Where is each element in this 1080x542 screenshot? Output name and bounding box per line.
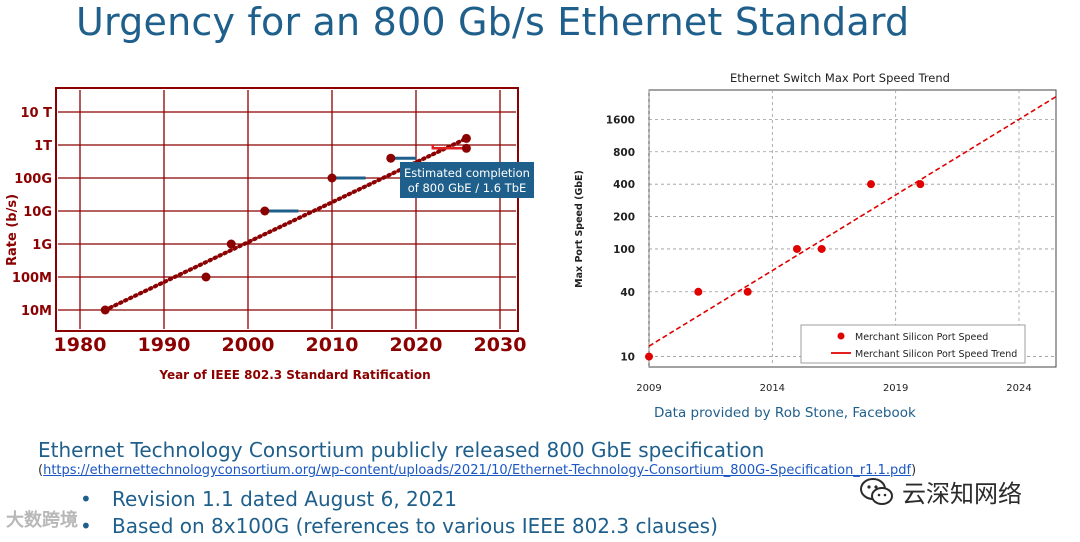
data-point <box>260 206 270 216</box>
y-tick-label: 10 <box>620 352 635 364</box>
y-tick-label: 10 T <box>21 106 53 121</box>
legend-box <box>800 324 1026 364</box>
link-close-paren: ) <box>911 463 917 478</box>
x-tick-label: 2024 <box>1006 383 1031 394</box>
data-point <box>743 287 752 296</box>
y-tick-label: 1G <box>32 238 52 253</box>
y-axis-label: Max Port Speed (GbE) <box>574 170 585 288</box>
y-tick-label: 100 <box>613 244 635 256</box>
x-tick-label: 2000 <box>222 334 275 356</box>
data-point <box>100 305 110 315</box>
slide-title: Urgency for an 800 Gb/s Ethernet Standar… <box>76 0 910 44</box>
data-point <box>461 133 471 143</box>
wechat-icon <box>860 477 893 505</box>
data-credit: Data provided by Rob Stone, Facebook <box>654 405 916 421</box>
x-tick-label: 1990 <box>138 334 191 356</box>
watermark-left: 大数跨境 <box>6 510 78 531</box>
data-point <box>645 352 653 361</box>
x-tick-label: 1980 <box>54 334 107 356</box>
y-tick-label: 1T <box>34 139 52 154</box>
x-tick-label: 2009 <box>636 383 661 394</box>
x-axis-label: Year of IEEE 802.3 Standard Ratification <box>158 368 430 382</box>
legend-label: Merchant Silicon Port Speed Trend <box>855 349 1017 360</box>
bullet-dot: • <box>80 487 92 511</box>
x-tick-label: 2019 <box>883 383 908 394</box>
data-point <box>226 239 236 249</box>
y-tick-label: 400 <box>613 179 635 191</box>
etc-release-note: Ethernet Technology Consortium publicly … <box>38 438 765 462</box>
left-rate-chart: 1980 1990 2000 2010 2020 2030 10M 100M 1G 10G 100G… <box>5 87 534 382</box>
watermark-right-text: 云深知网络 <box>902 480 1022 508</box>
etc-link-wrapper: (https://ethernettechnologyconsortium.or… <box>38 463 916 478</box>
data-point <box>867 180 875 189</box>
etc-spec-link[interactable]: https://ethernettechnologyconsortium.org… <box>43 463 912 478</box>
legend-label: Merchant Silicon Port Speed <box>855 332 988 343</box>
callout-line: Estimated completion <box>404 166 530 180</box>
legend-marker-points <box>837 332 845 340</box>
y-tick-label: 800 <box>613 147 635 159</box>
y-tick-label: 10G <box>23 205 52 220</box>
plot-frame <box>648 89 1057 368</box>
y-tick-label: 10M <box>21 304 52 319</box>
link-open-paren: ( <box>38 463 44 478</box>
bullet-dot: • <box>80 514 92 538</box>
data-point <box>461 143 471 153</box>
watermark-right: 云深知网络 <box>860 474 1022 509</box>
callout-line: of 800 GbE / 1.6 TbE <box>408 181 527 195</box>
chart-title: Ethernet Switch Max Port Speed Trend <box>730 71 950 85</box>
x-tick-label: 2010 <box>306 334 359 356</box>
future-step-segment <box>431 144 467 150</box>
x-tick-label: 2014 <box>760 383 785 394</box>
y-tick-label: 1600 <box>606 114 635 126</box>
x-tick-label: 2020 <box>390 334 443 356</box>
y-tick-label: 100G <box>14 172 52 187</box>
y-axis-label: Rate (b/s) <box>5 194 20 266</box>
x-tick-label: 2030 <box>474 334 527 356</box>
bullet-text: Revision 1.1 dated August 6, 2021 <box>112 487 457 511</box>
data-point <box>201 272 211 282</box>
y-tick-label: 200 <box>613 212 635 224</box>
data-point <box>793 244 801 253</box>
y-tick-label: 100M <box>12 271 52 286</box>
bullet-based-on: • Based on 8x100G (references to various … <box>80 514 718 538</box>
callout-box <box>400 162 534 198</box>
data-point <box>916 180 925 189</box>
bullet-revision: • Revision 1.1 dated August 6, 2021 <box>80 487 457 511</box>
data-point <box>817 244 826 253</box>
data-point <box>386 153 396 163</box>
right-port-speed-chart: Ethernet Switch Max Port Speed Trend 10 40… <box>574 71 1057 394</box>
data-point <box>327 173 337 183</box>
y-tick-label: 40 <box>620 287 635 299</box>
data-point <box>694 287 703 296</box>
bullet-text: Based on 8x100G (references to various I… <box>112 514 718 538</box>
